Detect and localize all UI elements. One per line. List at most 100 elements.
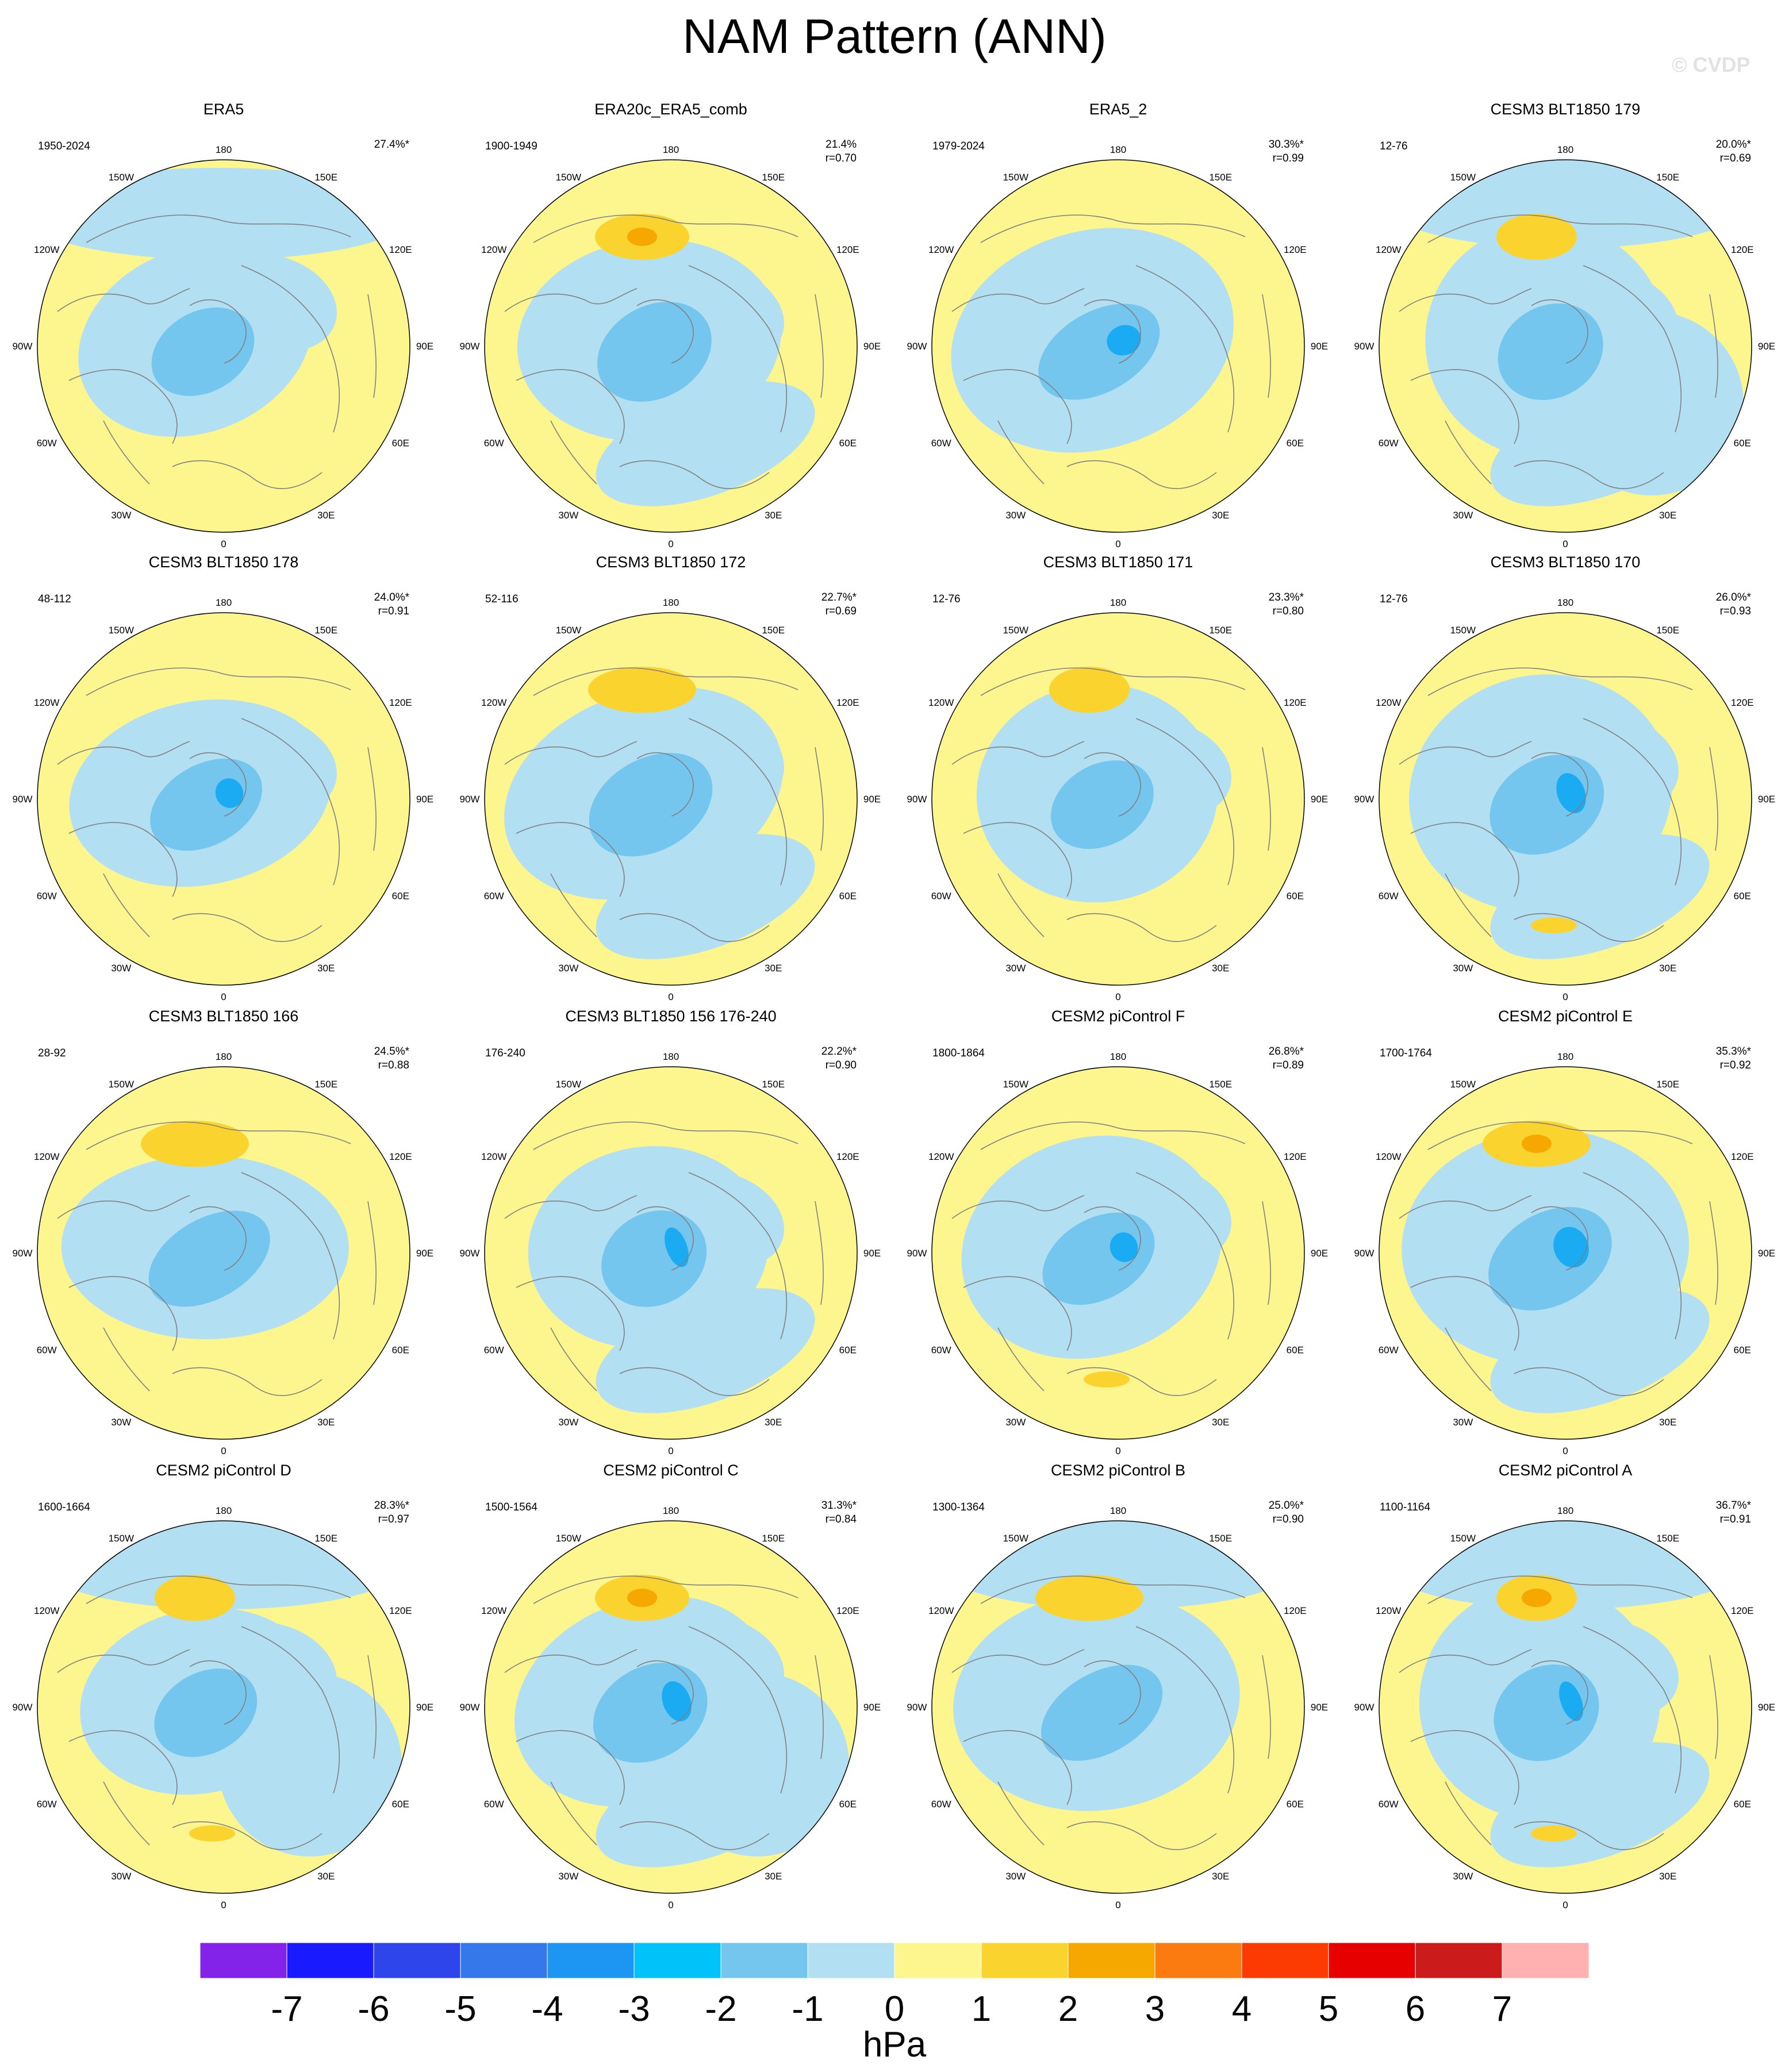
map-panel: CESM3 BLT1850 166 28-92 24.5%* r=0.88 180 150… xyxy=(0,1006,447,1460)
longitude-label: 0 xyxy=(668,1446,673,1456)
longitude-label: 30W xyxy=(1453,1871,1473,1882)
panel-variance-stat: 28.3%* r=0.97 xyxy=(350,1499,409,1527)
longitude-label: 120W xyxy=(1376,244,1401,255)
longitude-label: 150E xyxy=(1656,172,1679,183)
panel-variance-stat: 35.3%* r=0.92 xyxy=(1691,1045,1751,1072)
longitude-label: 150E xyxy=(314,625,337,636)
longitude-label: 150E xyxy=(1209,172,1232,183)
colorbar-swatch xyxy=(547,1943,635,1978)
panel-variance-stat: 21.4% r=0.70 xyxy=(797,138,857,166)
longitude-label: 90E xyxy=(416,1248,433,1259)
longitude-label: 30E xyxy=(765,1871,782,1882)
polar-map: 180 150E 120E 90E 60E 30E 0 30W 60W 90W 120W 150W xyxy=(1354,144,1776,549)
longitude-label: 150E xyxy=(1209,625,1232,636)
polar-map: 180 150E 120E 90E 60E 30E 0 30W 60W 90W 120W 150W xyxy=(907,1051,1329,1456)
longitude-label: 120W xyxy=(481,1151,506,1162)
panel-variance-stat: 25.0%* r=0.90 xyxy=(1244,1499,1304,1527)
panel-percent: 22.7%* xyxy=(821,591,857,603)
longitude-label: 30E xyxy=(317,1871,335,1882)
colorbar-swatch xyxy=(894,1943,982,1978)
longitude-label: 60W xyxy=(931,437,951,448)
colorbar-swatch xyxy=(720,1943,808,1978)
longitude-label: 150W xyxy=(109,1533,134,1544)
map-panel: CESM3 BLT1850 172 52-116 22.7%* r=0.69 180 15… xyxy=(447,552,894,1006)
longitude-label: 60E xyxy=(1287,1344,1304,1355)
colorbar-swatch xyxy=(1068,1943,1155,1978)
longitude-label: 30E xyxy=(765,1417,782,1428)
polar-map: 180 150E 120E 90E 60E 30E 0 30W 60W 90W 120W 150W xyxy=(13,144,434,549)
longitude-label: 120E xyxy=(1731,1605,1754,1616)
longitude-label: 0 xyxy=(668,991,673,1002)
longitude-label: 180 xyxy=(1110,144,1126,155)
colorbar-tick-label: -6 xyxy=(358,1989,390,2029)
longitude-label: 60W xyxy=(931,890,951,901)
panel-variance-stat: 24.0%* r=0.91 xyxy=(350,591,409,618)
longitude-label: 120E xyxy=(1731,244,1754,255)
longitude-label: 150E xyxy=(762,1079,785,1090)
panel-title: CESM2 piControl D xyxy=(156,1462,291,1479)
panel-period: 12-76 xyxy=(932,593,961,605)
longitude-label: 180 xyxy=(216,1051,232,1062)
longitude-label: 120E xyxy=(1731,1151,1754,1162)
longitude-label: 90E xyxy=(863,341,881,352)
longitude-label: 60W xyxy=(484,1344,504,1355)
longitude-label: 120E xyxy=(1284,1605,1307,1616)
longitude-label: 150W xyxy=(109,625,134,636)
longitude-label: 30W xyxy=(558,963,578,974)
panel-correlation: r=0.88 xyxy=(378,1059,409,1071)
longitude-label: 120W xyxy=(481,1605,506,1616)
longitude-label: 0 xyxy=(1115,991,1120,1002)
panel-variance-stat: 23.3%* r=0.80 xyxy=(1244,591,1304,618)
polar-map: 180 150E 120E 90E 60E 30E 0 30W 60W 90W 120W 150W xyxy=(907,1505,1329,1910)
longitude-label: 120W xyxy=(928,697,954,708)
longitude-label: 0 xyxy=(1115,1900,1120,1910)
longitude-label: 150W xyxy=(556,1079,581,1090)
longitude-label: 120W xyxy=(928,1151,954,1162)
polar-map: 180 150E 120E 90E 60E 30E 0 30W 60W 90W 120W 150W xyxy=(460,1051,881,1456)
longitude-label: 180 xyxy=(216,1505,232,1516)
longitude-label: 90E xyxy=(1758,794,1775,805)
panel-correlation: r=0.90 xyxy=(1272,1513,1304,1525)
longitude-label: 60E xyxy=(1734,1798,1751,1809)
colorbar-swatch xyxy=(200,1943,287,1978)
map-panel: CESM3 BLT1850 171 12-76 23.3%* r=0.80 180 150… xyxy=(894,552,1342,1006)
panel-period: 1800-1864 xyxy=(932,1047,985,1059)
longitude-label: 180 xyxy=(663,144,679,155)
longitude-label: 60E xyxy=(1734,890,1751,901)
longitude-label: 180 xyxy=(216,597,232,608)
longitude-label: 180 xyxy=(1110,597,1126,608)
longitude-label: 150W xyxy=(1003,625,1028,636)
panel-period: 12-76 xyxy=(1380,593,1408,605)
colorbar-swatch xyxy=(1154,1943,1242,1978)
map-panel: CESM2 piControl E 1700-1764 35.3%* r=0.92 18… xyxy=(1342,1006,1789,1460)
panel-percent: 25.0%* xyxy=(1268,1500,1304,1512)
longitude-label: 180 xyxy=(1557,144,1573,155)
panel-title: CESM3 BLT1850 171 xyxy=(1043,553,1193,571)
longitude-label: 180 xyxy=(1557,1051,1573,1062)
longitude-label: 120W xyxy=(34,1605,59,1616)
longitude-label: 120W xyxy=(481,697,506,708)
panel-title: CESM3 BLT1850 170 xyxy=(1490,553,1641,571)
longitude-label: 60W xyxy=(931,1798,951,1809)
longitude-label: 30E xyxy=(317,1417,335,1428)
longitude-label: 30E xyxy=(765,963,782,974)
longitude-label: 120W xyxy=(34,697,59,708)
panel-variance-stat: 36.7%* r=0.91 xyxy=(1691,1499,1751,1527)
longitude-label: 90W xyxy=(460,1702,480,1713)
longitude-label: 0 xyxy=(1563,539,1568,549)
longitude-label: 150W xyxy=(1003,1533,1028,1544)
longitude-label: 30W xyxy=(1453,1417,1473,1428)
colorbar-tick-label: 5 xyxy=(1318,1989,1339,2029)
map-panel: CESM3 BLT1850 156 176-240 176-240 22.2%* r=… xyxy=(447,1006,894,1460)
map-panel: CESM3 BLT1850 179 12-76 20.0%* r=0.69 180 150… xyxy=(1342,99,1789,553)
longitude-label: 90W xyxy=(460,794,480,805)
longitude-label: 30E xyxy=(1659,1417,1676,1428)
panel-percent: 35.3%* xyxy=(1715,1045,1751,1058)
longitude-label: 180 xyxy=(663,1505,679,1516)
colorbar-tick-label: 4 xyxy=(1231,1989,1252,2029)
longitude-label: 90E xyxy=(863,1702,881,1713)
longitude-label: 60E xyxy=(1287,1798,1304,1809)
panel-title: CESM2 piControl F xyxy=(1051,1008,1185,1025)
panel-correlation: r=0.80 xyxy=(1272,605,1304,617)
longitude-label: 120E xyxy=(836,244,859,255)
